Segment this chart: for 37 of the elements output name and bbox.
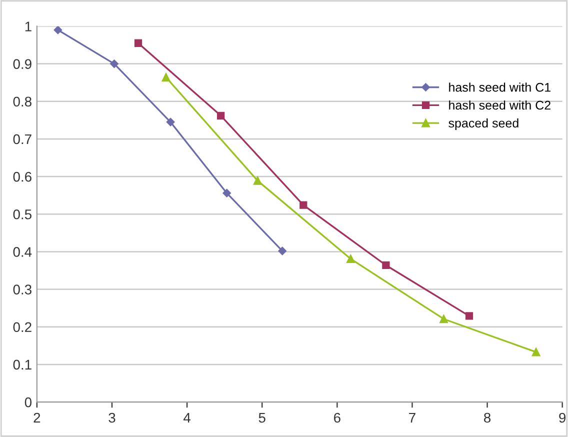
y-tick-label: 0.7 [13, 134, 32, 144]
x-tick-label: 6 [334, 412, 340, 423]
legend-label: hash seed with C2 [449, 100, 550, 110]
x-tick-label: 9 [559, 412, 566, 423]
point [278, 246, 286, 256]
point [162, 73, 170, 82]
y-tick-label: 0.3 [13, 284, 32, 294]
legend-label: spaced seed [448, 118, 518, 130]
point [346, 254, 355, 264]
x-tick-label: 5 [258, 412, 266, 423]
point [54, 26, 62, 34]
y-tick-label: 0.6 [13, 172, 32, 182]
x-tick-label: 4 [183, 412, 190, 423]
y-tick-label: 0.9 [13, 59, 32, 69]
point [382, 261, 390, 270]
y-tick-label: 0.2 [13, 322, 32, 332]
point [440, 314, 448, 324]
x-tick-label: 3 [108, 412, 116, 423]
y-tick-label: 1 [25, 22, 32, 32]
point [253, 176, 262, 185]
point [110, 60, 118, 68]
y-tick-label: 0.5 [13, 209, 32, 220]
point [216, 112, 225, 120]
point [166, 118, 175, 126]
point [134, 39, 142, 47]
y-tick-label: 0 [24, 397, 32, 408]
x-tick-label: 2 [34, 412, 40, 423]
point [300, 201, 308, 209]
point [532, 348, 540, 356]
y-tick-label: 0.8 [13, 96, 32, 107]
x-tick-label: 8 [484, 412, 491, 423]
point [222, 188, 231, 198]
y-tick-label: 0.4 [13, 247, 32, 257]
point [465, 312, 474, 320]
y-tick-label: 0.1 [13, 360, 32, 370]
legend-label: hash seed with C1 [449, 82, 550, 92]
x-tick-label: 7 [409, 412, 416, 423]
